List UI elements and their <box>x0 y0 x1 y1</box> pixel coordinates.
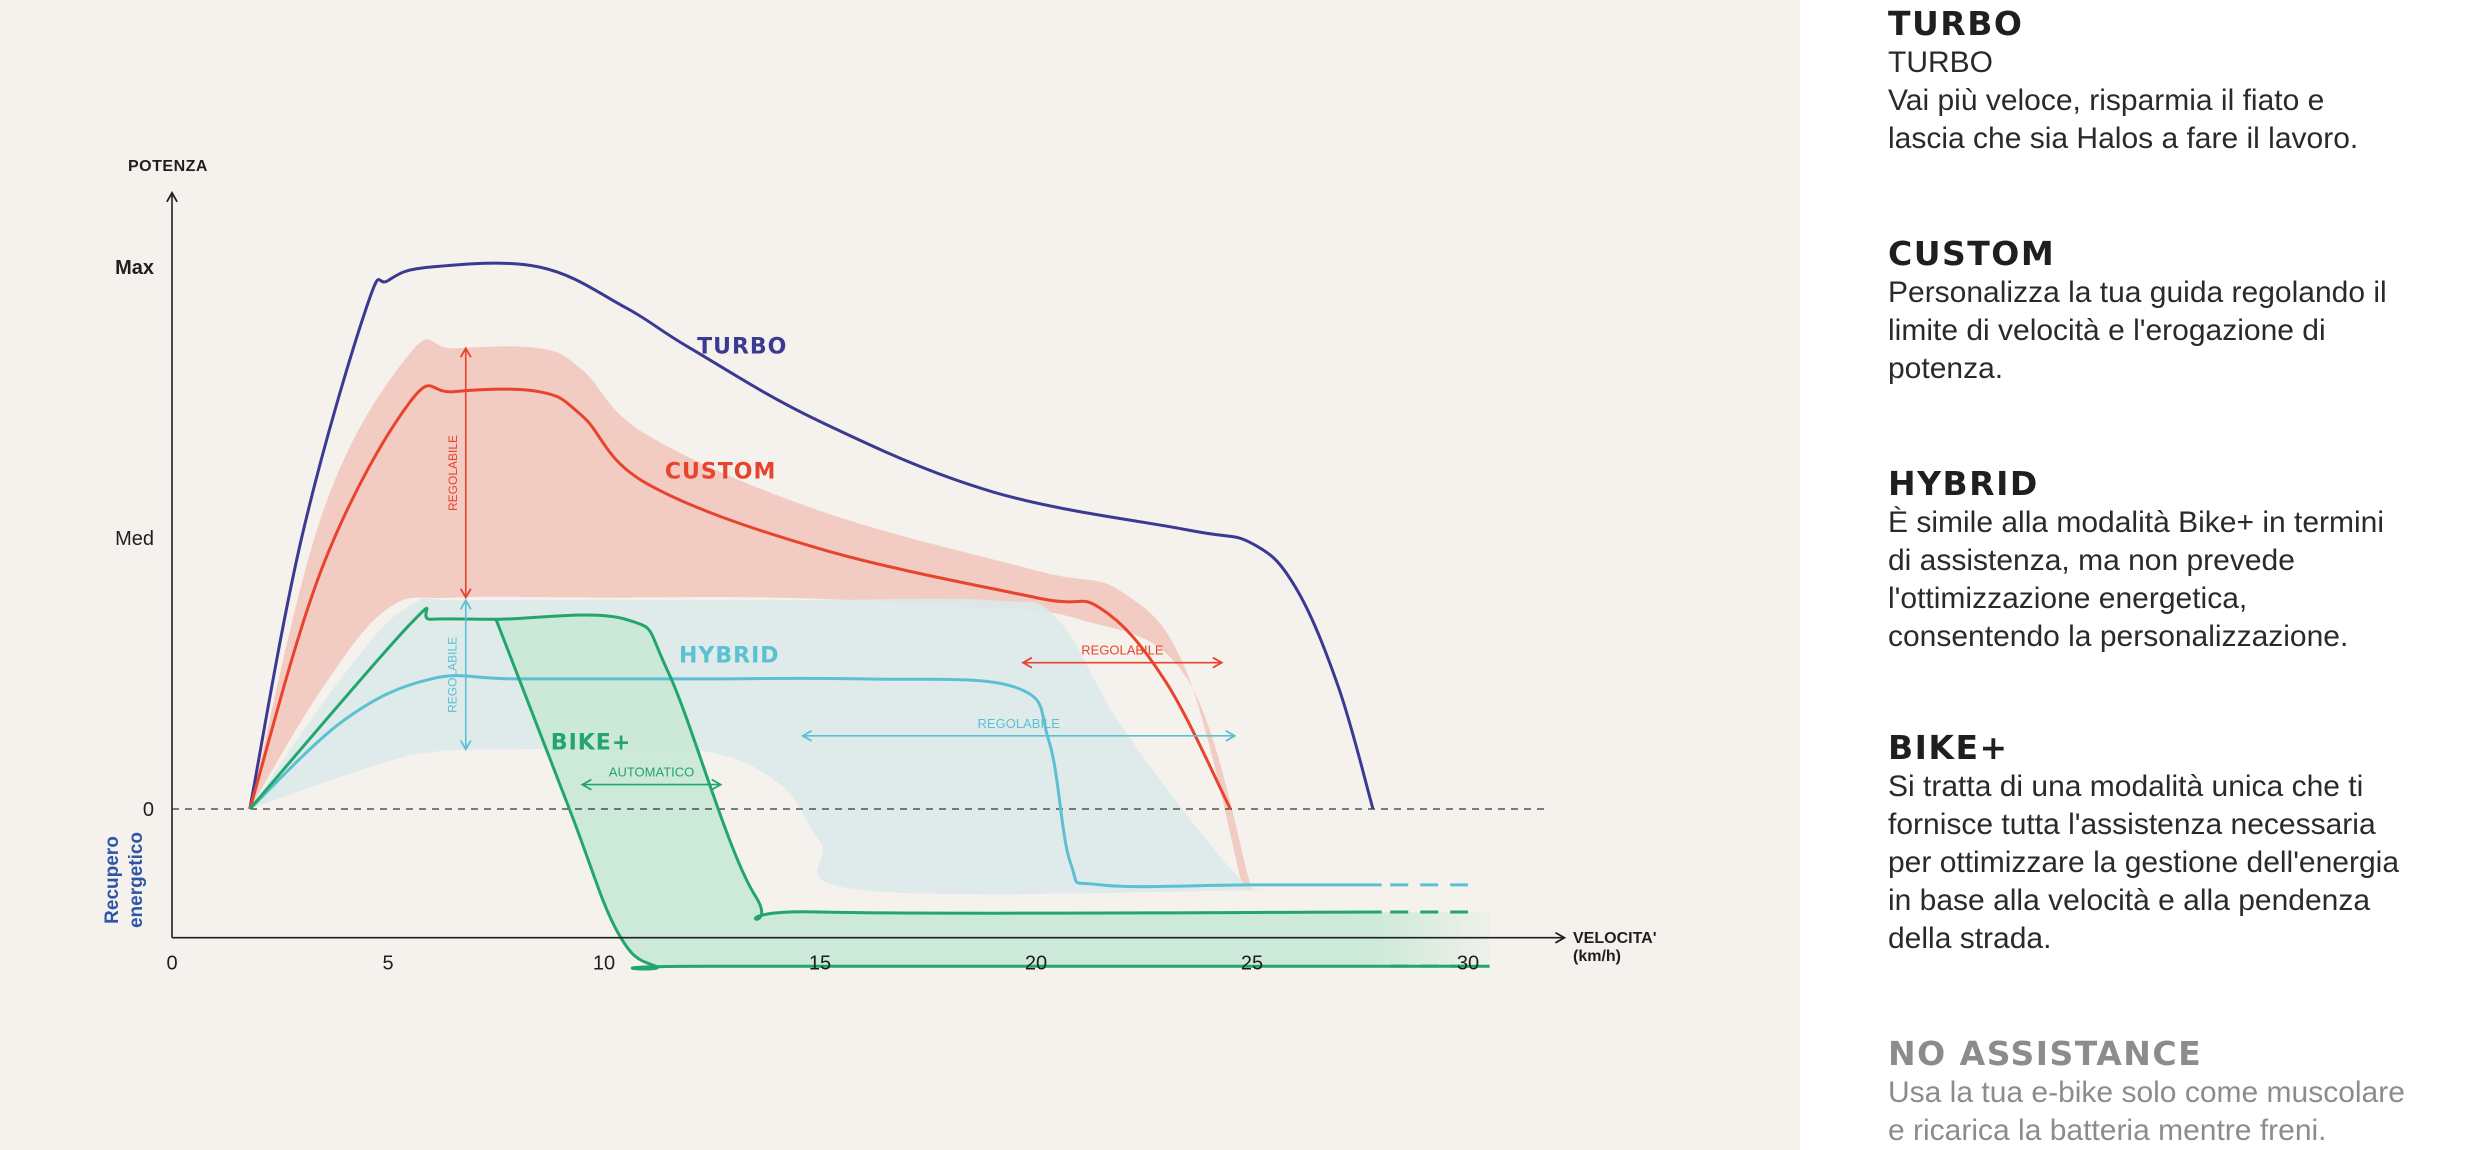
series-label: CUSTOM <box>665 459 776 484</box>
mode-title: CUSTOM <box>1888 234 2056 273</box>
mode-description-line: Personalizza la tua guida regolando il <box>1888 276 2387 309</box>
mode-description-line: Vai più veloce, risparmia il fiato e <box>1888 84 2325 117</box>
arrow-label: REGOLABILE <box>446 435 460 511</box>
mode-description-line: Usa la tua e-bike solo come muscolare <box>1888 1076 2405 1109</box>
arrow-label: REGOLABILE <box>978 716 1061 731</box>
mode-description-line: È simile alla modalità Bike+ in termini <box>1888 506 2385 539</box>
arrow-label: REGOLABILE <box>446 637 460 713</box>
mode-description-line: lascia che sia Halos a fare il lavoro. <box>1888 122 2359 155</box>
y-tick-label: Med <box>115 528 154 550</box>
series-line-bike <box>248 606 1382 921</box>
mode-bike-plus: BIKE+ Si tratta di una modalità unica ch… <box>1888 728 2478 958</box>
range-band <box>249 598 1266 895</box>
range-band <box>496 614 1490 969</box>
negative-region-label: Recupero <box>102 836 123 924</box>
mode-description-line: Si tratta di una modalità unica che ti <box>1888 770 2364 803</box>
mode-subtitle: TURBO <box>1888 46 1993 79</box>
x-tick-label: 25 <box>1241 953 1263 975</box>
mode-description-line: consentendo la personalizzazione. <box>1888 620 2349 653</box>
mode-description-line: della strada. <box>1888 922 2052 955</box>
mode-description-line: in base alla velocità e alla pendenza <box>1888 884 2371 917</box>
mode-hybrid: HYBRID È simile alla modalità Bike+ in t… <box>1888 464 2478 656</box>
y-tick-label: 0 <box>143 799 154 821</box>
series-line-hybrid <box>248 674 1382 889</box>
series-line-custom <box>248 384 1232 810</box>
chart-panel: 0 5 10 15 20 25 30 0 Med Max POTENZA VELOCITA' (km/h… <box>0 0 1800 1150</box>
series-label: HYBRID <box>679 644 780 669</box>
power-speed-chart: 0 5 10 15 20 25 30 0 Med Max POTENZA VELOCITA'(km/h… <box>102 158 1657 986</box>
mode-description-line: per ottimizzare la gestione dell'energia <box>1888 846 2400 879</box>
mode-description-line: limite di velocità e l'erogazione di <box>1888 314 2326 347</box>
x-tick-label: 30 <box>1457 953 1479 975</box>
series-label: BIKE+ <box>551 730 631 755</box>
x-tick-label: 5 <box>382 953 393 975</box>
mode-title: TURBO <box>1888 4 2024 43</box>
y-tick-label: Max <box>115 257 154 279</box>
series-line-turbo <box>248 261 1375 810</box>
arrow-label: AUTOMATICO <box>609 765 694 780</box>
series-label: TURBO <box>697 335 787 360</box>
mode-description-line: e ricarica la batteria mentre freni. <box>1888 1114 2327 1147</box>
x-tick-label: 0 <box>166 953 177 975</box>
x-tick-label: 15 <box>809 953 831 975</box>
x-tick-label: 10 <box>593 953 615 975</box>
mode-turbo: TURBO TURBO Vai più veloce, risparmia il… <box>1888 4 2478 158</box>
mode-title: NO ASSISTANCE <box>1888 1034 2203 1073</box>
tail-fade <box>1372 876 1512 986</box>
mode-title: BIKE+ <box>1888 728 2009 767</box>
mode-description-line: di assistenza, ma non prevede <box>1888 544 2295 577</box>
mode-custom: CUSTOM Personalizza la tua guida regolan… <box>1888 234 2478 388</box>
mode-no-assistance: NO ASSISTANCE Usa la tua e-bike solo com… <box>1888 1034 2478 1150</box>
mode-title: HYBRID <box>1888 464 2039 503</box>
bike-plus-lower-line <box>494 618 1490 971</box>
mode-description-line: l'ottimizzazione energetica, <box>1888 582 2248 615</box>
arrow-label: REGOLABILE <box>1081 643 1164 658</box>
modes-panel: TURBO TURBO Vai più veloce, risparmia il… <box>1888 0 2478 1150</box>
negative-region-label: energetico <box>126 832 147 928</box>
mode-description-line: fornisce tutta l'assistenza necessaria <box>1888 808 2376 841</box>
y-axis-label: POTENZA <box>128 158 208 175</box>
mode-description-line: potenza. <box>1888 352 2004 385</box>
x-axis-label: VELOCITA' <box>1573 930 1657 947</box>
x-axis-unit: (km/h) <box>1573 948 1621 965</box>
range-band <box>249 339 1253 891</box>
x-tick-label: 20 <box>1025 953 1047 975</box>
